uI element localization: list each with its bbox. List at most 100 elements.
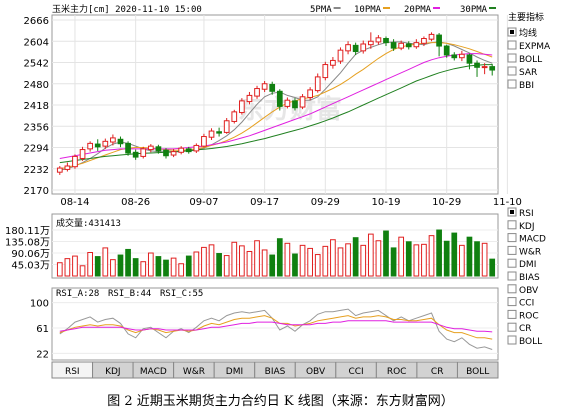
candle — [345, 41, 351, 55]
rsi-panel — [51, 287, 499, 361]
candle — [261, 81, 268, 92]
sub-indicator-checkbox[interactable] — [507, 271, 517, 281]
sub-indicator-option[interactable]: DMI — [507, 258, 536, 270]
indicator-label: EXPMA — [519, 42, 551, 52]
candle — [375, 35, 382, 45]
candle — [307, 87, 313, 101]
tab-kdj[interactable]: KDJ — [92, 361, 134, 379]
tab-bias[interactable]: BIAS — [254, 361, 296, 379]
candle — [360, 40, 367, 54]
candle — [337, 47, 344, 64]
indicator-tabs[interactable]: RSI KDJ MACD W&R DMI BIAS OBV CCI ROC CR BOLL — [51, 361, 499, 379]
sub-indicator-option[interactable]: OBV — [507, 284, 539, 296]
candle — [276, 89, 283, 111]
volume-bar — [474, 241, 480, 277]
sub-indicator-checkbox[interactable] — [507, 220, 517, 230]
tab-label: BOLL — [466, 367, 489, 377]
candle-body — [428, 33, 435, 40]
volume-bar — [170, 257, 177, 277]
sub-indicator-option[interactable]: RSI — [507, 207, 534, 219]
indicators-title: 主要指标 — [508, 11, 544, 23]
tab-cci[interactable]: CCI — [335, 361, 377, 379]
volume-bar — [413, 244, 420, 277]
sub-indicator-label: MACD — [519, 235, 546, 245]
candle-body — [147, 145, 154, 151]
volume-bar — [140, 261, 147, 277]
tab-background[interactable] — [456, 361, 499, 379]
tab-roc[interactable]: ROC — [375, 361, 418, 379]
volume-bar — [269, 254, 276, 277]
tab-obv[interactable]: OBV — [294, 361, 337, 379]
volume-bar — [428, 235, 435, 277]
volume-bar — [436, 229, 442, 277]
indicator-checkbox[interactable] — [507, 79, 517, 89]
volume-bar — [185, 255, 192, 277]
candle-body — [223, 120, 230, 133]
indicator-option[interactable]: EXPMA — [507, 40, 551, 52]
candle — [110, 134, 116, 146]
candle-body — [421, 38, 427, 44]
indicator-option[interactable]: SAR — [507, 66, 537, 78]
candle — [201, 133, 207, 148]
volume-bar — [94, 256, 101, 277]
candle — [367, 32, 374, 49]
candle-body — [170, 151, 177, 156]
candle-body — [178, 147, 185, 153]
sub-indicator-checkbox[interactable] — [507, 233, 517, 243]
sub-indicator-checkbox[interactable] — [507, 335, 517, 345]
volume-tick-label: 135.08万 — [5, 238, 50, 249]
sub-indicator-list[interactable]: RSI KDJ MACD W&R DMI BIAS OBV CCI ROC CR BOLL — [507, 207, 546, 347]
indicator-checkbox[interactable] — [507, 40, 517, 50]
indicator-option[interactable]: 均线 — [507, 27, 537, 39]
tab-macd[interactable]: MACD — [132, 361, 175, 379]
sub-indicator-option[interactable]: ROC — [507, 309, 539, 321]
sub-indicator-checkbox[interactable] — [507, 309, 517, 319]
indicator-option[interactable]: BOLL — [507, 53, 542, 65]
tab-wr[interactable]: W&R — [173, 361, 215, 379]
indicator-checkbox[interactable] — [507, 53, 517, 63]
sub-indicator-checkbox[interactable] — [507, 297, 517, 307]
volume-bar — [193, 251, 200, 277]
candle — [428, 32, 435, 42]
volume-bar — [443, 240, 450, 277]
tab-rsi[interactable]: RSI — [51, 361, 94, 379]
candle — [383, 36, 389, 47]
sub-indicator-checkbox[interactable] — [507, 258, 517, 268]
volume-bar — [398, 236, 405, 277]
sub-indicator-checkbox[interactable] — [507, 284, 517, 294]
candle — [72, 154, 78, 169]
sub-indicator-label: W&R — [519, 247, 541, 257]
sub-indicator-option[interactable]: MACD — [507, 233, 546, 245]
volume-bar — [314, 254, 321, 277]
volume-tick-label: 180.11万 — [5, 226, 50, 237]
candle — [292, 98, 298, 111]
volume-bar — [201, 246, 207, 277]
ma-legend: 5PMA 10PMA 20PMA 30PMA — [310, 5, 496, 15]
candle-body — [110, 137, 116, 143]
sub-indicator-option[interactable]: W&R — [507, 245, 541, 257]
indicators-list[interactable]: 均线 EXPMA BOLL SAR BBI — [507, 27, 551, 91]
sub-indicator-option[interactable]: KDJ — [507, 220, 535, 232]
date-tick-label: 08-14 — [60, 197, 89, 208]
sub-indicator-option[interactable]: CCI — [507, 297, 534, 309]
sub-indicator-option[interactable]: CR — [507, 322, 532, 334]
ma-line-10pma — [59, 42, 493, 170]
indicator-option[interactable]: BBI — [507, 79, 534, 91]
sub-indicator-checkbox[interactable] — [507, 245, 517, 255]
tab-dmi[interactable]: DMI — [213, 361, 256, 379]
chart-title: 玉米主力[cm] 2020-11-10 15:00 — [52, 3, 202, 15]
price-axis: 2666 2604 2542 2480 2418 2356 2294 2232 2170 — [24, 16, 49, 197]
sub-indicator-option[interactable]: BOLL — [507, 335, 542, 347]
candle-body — [102, 140, 109, 147]
sub-indicator-label: CCI — [519, 299, 534, 309]
indicator-checkbox[interactable] — [507, 66, 517, 76]
sub-indicator-option[interactable]: BIAS — [507, 271, 540, 283]
tab-boll[interactable]: BOLL — [456, 361, 499, 379]
tab-cr[interactable]: CR — [416, 361, 458, 379]
volume-bar — [292, 253, 298, 277]
price-tick-label: 2418 — [24, 101, 49, 112]
volume-bar — [102, 247, 109, 277]
ma-legend-swatch — [383, 7, 390, 9]
sub-indicator-checkbox[interactable] — [507, 322, 517, 332]
volume-tick-label: 90.06万 — [11, 249, 50, 260]
